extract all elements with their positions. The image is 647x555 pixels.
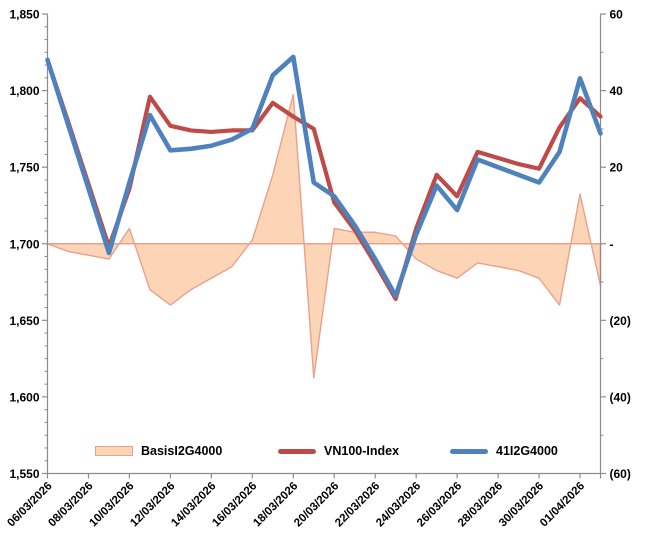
- axes: [42, 13, 606, 479]
- y-left-tick-label: 1,650: [9, 314, 39, 328]
- y-left-tick-label: 1,550: [9, 467, 39, 481]
- legend-label-vn100-index: VN100-Index: [324, 444, 400, 458]
- y-right-tick-label: (60): [610, 467, 631, 481]
- legend-label-basis: BasisI2G4000: [141, 444, 223, 458]
- series-line-41i2g4000: [45, 54, 603, 299]
- legend-label-41i2g4000: 41I2G4000: [496, 444, 558, 458]
- y-right-tick-label: (20): [610, 314, 631, 328]
- y-right-tick-label: (40): [610, 390, 631, 404]
- legend-item-basis: BasisI2G4000: [95, 440, 222, 462]
- area-swatch-icon: [95, 446, 133, 456]
- legend: BasisI2G4000 VN100-Index 41I2G4000: [0, 440, 647, 464]
- y-right-tick-label: 40: [610, 84, 624, 98]
- y-right-tick-label: 60: [610, 8, 624, 22]
- y-right-tick-label: -: [610, 237, 614, 251]
- y-left-tick-label: 1,600: [9, 390, 39, 404]
- blue-line-swatch-icon: [450, 448, 488, 454]
- y-right-tick-label: 20: [610, 161, 624, 175]
- y-left-tick-label: 1,800: [9, 84, 39, 98]
- red-line-swatch-icon: [278, 448, 316, 454]
- series-area-basis: [46, 93, 602, 379]
- y-left-tick-label: 1,750: [9, 161, 39, 175]
- legend-item-41i2g4000: 41I2G4000: [450, 440, 558, 462]
- x-tick-label: 01/04/2026: [538, 480, 587, 529]
- legend-item-vn100-index: VN100-Index: [278, 440, 399, 462]
- y-left-tick-label: 1,700: [9, 237, 39, 251]
- y-left-tick-label: 1,850: [9, 8, 39, 22]
